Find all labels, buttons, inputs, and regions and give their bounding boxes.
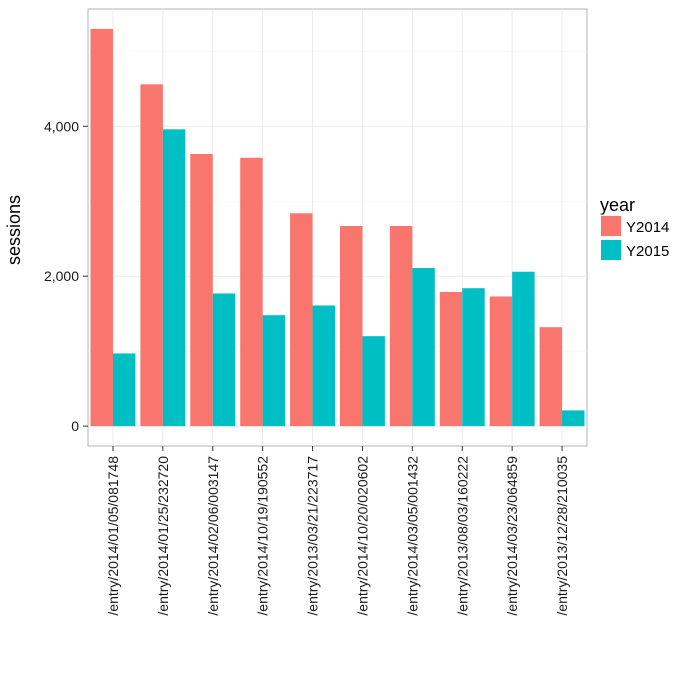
bar-y2015-2 [162,129,186,427]
y-axis: 0 2,000 4,000 [44,118,88,434]
x-tick-label: /entry/2014/03/05/001432 [404,456,420,616]
x-tick-label: /entry/2014/02/06/003147 [205,456,221,616]
bar-y2014-3 [190,154,213,427]
bar-y2014-6 [340,226,363,427]
bar-y2014-10 [539,327,563,427]
x-tick-label: /entry/2014/01/25/232720 [155,456,171,616]
y-tick-label: 4,000 [44,118,79,134]
x-tick-label: /entry/2014/03/23/064859 [504,456,520,616]
x-tick-label: /entry/2013/12/28/210035 [554,456,570,616]
y-axis-title: sessions [4,195,24,265]
bar-y2015-9 [512,271,535,427]
x-tick-label: /entry/2013/08/03/160222 [454,456,470,616]
legend-label-y2014: Y2014 [626,219,669,236]
legend-key-y2014 [601,216,621,236]
bar-y2014-7 [389,226,413,427]
bar-y2014-5 [290,213,313,427]
bar-y2015-3 [212,293,236,427]
bar-y2014-4 [240,157,263,427]
bar-y2015-4 [262,315,286,427]
legend-title: year [600,195,635,215]
y-tick-label: 2,000 [44,268,79,284]
legend: year Y2014 Y2015 [599,195,669,262]
bar-y2015-1 [112,353,136,427]
bar-y2014-2 [140,84,163,427]
x-tick-label: /entry/2014/01/05/081748 [105,456,121,616]
x-axis: /entry/2014/01/05/081748/entry/2014/01/2… [105,446,570,616]
bar-y2014-9 [489,296,513,427]
x-tick-label: /entry/2014/10/20/020602 [354,456,370,616]
legend-key-y2015 [601,240,621,260]
bar-y2015-10 [562,410,585,427]
legend-label-y2015: Y2015 [626,243,669,260]
bar-y2015-8 [462,288,485,427]
bar-y2014-8 [439,291,463,427]
x-tick-label: /entry/2014/10/19/190552 [255,456,271,616]
bar-y2015-7 [412,267,435,427]
y-tick-label: 0 [71,418,79,434]
bar-y2015-5 [312,305,335,427]
bar-y2015-6 [362,336,385,427]
bar-y2014-1 [90,28,113,427]
x-tick-label: /entry/2013/03/21/223717 [305,456,321,616]
bars [90,28,585,427]
